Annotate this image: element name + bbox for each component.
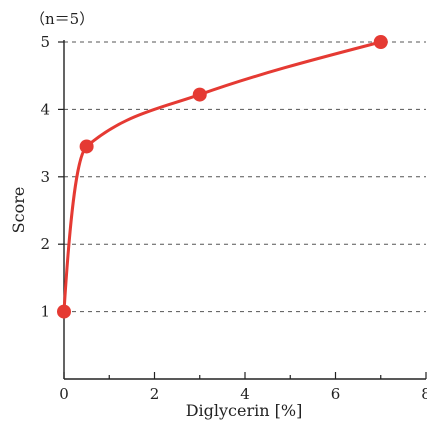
- series-layer: [62, 40, 383, 314]
- axes: [58, 40, 427, 380]
- x-tick-label-4: 8: [421, 385, 427, 403]
- grid-lines: [64, 41, 426, 313]
- data-points: [57, 35, 388, 319]
- y-tick-label-3: 4: [40, 100, 50, 118]
- y-tick-label-1: 2: [40, 235, 50, 253]
- x-tick-label-0: 0: [59, 385, 69, 403]
- data-point-0: [57, 304, 71, 319]
- series-line: [62, 40, 383, 314]
- x-axis-label: Diglycerin [%]: [186, 401, 303, 420]
- y-tick-label-4: 5: [40, 33, 50, 51]
- x-tick-label-1: 2: [150, 385, 160, 403]
- x-tick-labels: 0 2 4 6 8: [59, 385, 427, 403]
- y-tick-label-2: 3: [40, 168, 50, 186]
- y-tick-labels: 1 2 3 4 5: [40, 33, 50, 321]
- data-point-3: [373, 35, 388, 49]
- x-tick-label-2: 4: [240, 385, 250, 403]
- sample-size-note: （n＝5）: [30, 10, 94, 28]
- y-axis-label: Score: [9, 187, 28, 234]
- data-point-1: [79, 139, 94, 154]
- data-point-2: [192, 87, 207, 102]
- y-tick-label-0: 1: [40, 303, 50, 321]
- x-tick-label-3: 6: [331, 385, 341, 403]
